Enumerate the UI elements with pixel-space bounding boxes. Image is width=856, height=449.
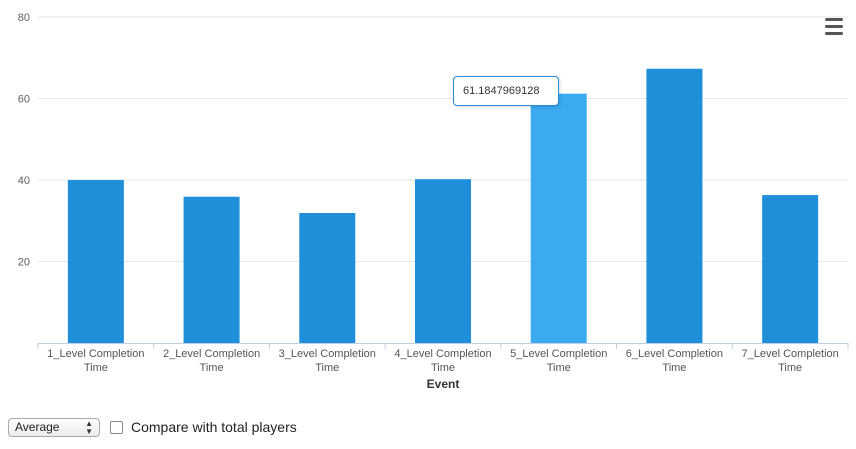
bar[interactable] bbox=[762, 195, 819, 343]
x-tick-label: Time bbox=[662, 362, 686, 374]
compare-label: Compare with total players bbox=[131, 419, 297, 435]
x-tick-label: 1_Level Completion bbox=[47, 348, 144, 360]
chart-container: 20 40 60 80 1_Level Completion Time 2_Level Co… bbox=[18, 12, 849, 391]
tooltip-value: 61.1847969128 bbox=[463, 85, 540, 97]
x-tick-label: Time bbox=[315, 362, 339, 374]
select-arrows-icon: ▲ ▼ bbox=[85, 418, 93, 436]
bar[interactable] bbox=[530, 93, 587, 343]
bar[interactable] bbox=[646, 68, 703, 343]
x-tick-label: Time bbox=[84, 362, 108, 374]
hamburger-menu-icon[interactable] bbox=[823, 18, 845, 36]
bar[interactable] bbox=[415, 179, 471, 343]
y-tick-label: 80 bbox=[18, 12, 30, 24]
aggregate-select[interactable]: Average ▲ ▼ bbox=[8, 417, 100, 437]
y-tick-label: 20 bbox=[18, 257, 30, 269]
x-tick-label: Time bbox=[778, 362, 802, 374]
aggregate-select-value: Average bbox=[15, 419, 60, 434]
bar-chart: 20 40 60 80 1_Level Completion Time 2_Level Co… bbox=[18, 12, 849, 391]
x-tick-label: Time bbox=[547, 362, 571, 374]
x-tick-label: Time bbox=[200, 362, 224, 374]
x-tick-label: 4_Level Completion bbox=[394, 348, 491, 360]
y-tick-label: 40 bbox=[18, 175, 30, 187]
compare-checkbox[interactable] bbox=[110, 420, 123, 434]
x-tick-label: 2_Level Completion bbox=[163, 348, 260, 360]
chart-controls: Average ▲ ▼ Compare with total players bbox=[8, 417, 297, 437]
bar[interactable] bbox=[299, 213, 356, 343]
x-tick-label: Time bbox=[431, 362, 455, 374]
x-axis-title: Event bbox=[427, 377, 460, 391]
x-tick-label: 5_Level Completion bbox=[510, 348, 607, 360]
bar[interactable] bbox=[67, 180, 124, 343]
bar[interactable] bbox=[183, 196, 240, 343]
y-tick-label: 60 bbox=[18, 94, 30, 106]
x-tick-label: 3_Level Completion bbox=[279, 348, 376, 360]
chart-tooltip: 61.1847969128 bbox=[453, 76, 559, 106]
x-tick-label: 6_Level Completion bbox=[626, 348, 723, 360]
x-tick-label: 7_Level Completion bbox=[742, 348, 839, 360]
